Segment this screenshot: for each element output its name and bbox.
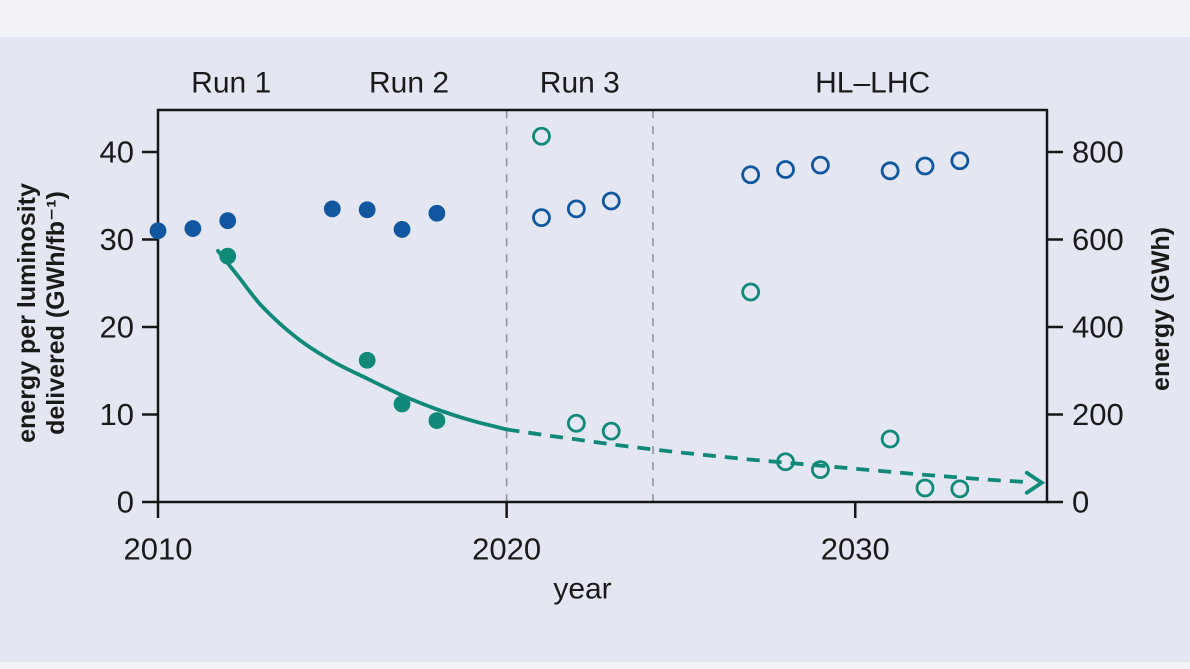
period-label-2: Run 2 (369, 67, 449, 100)
plot-border (156, 108, 1049, 504)
y-left-tick-label: 20 (100, 310, 134, 345)
data-point-blue-filled-2010 (149, 222, 167, 240)
data-point-teal-open-2033 (950, 479, 970, 499)
y-right-tick-label: 400 (1072, 310, 1124, 345)
data-point-blue-filled-2016 (358, 201, 376, 219)
data-point-blue-open-2028 (776, 160, 795, 179)
trend-curve-solid (216, 249, 509, 432)
period-label-3: Run 3 (540, 67, 620, 100)
data-point-teal-filled-2018 (428, 412, 446, 430)
data-point-teal-open-2022 (566, 413, 586, 433)
data-point-blue-open-2023 (601, 191, 621, 211)
data-point-teal-open-2029 (810, 460, 830, 480)
y-right-tick-label: 200 (1072, 397, 1124, 432)
data-point-blue-open-2031 (880, 161, 900, 181)
data-point-teal-open-2031 (880, 429, 900, 449)
data-point-blue-open-2033 (950, 151, 970, 171)
y-left-tick-label: 0 (117, 485, 134, 520)
y-left-tick-label: 30 (100, 222, 134, 257)
data-point-blue-open-2029 (810, 155, 830, 175)
data-point-blue-filled-2012 (219, 212, 237, 230)
y-left-tick-label: 10 (100, 397, 134, 432)
period-label-1: Run 1 (191, 67, 271, 100)
trend-arrowhead-icon (1024, 470, 1046, 495)
data-point-teal-open-2021 (532, 126, 551, 146)
data-point-blue-open-2021 (532, 208, 551, 228)
data-point-blue-filled-2018 (428, 204, 446, 222)
data-point-blue-open-2022 (566, 199, 586, 219)
data-point-teal-open-2028 (776, 452, 795, 472)
data-point-blue-filled-2017 (393, 221, 411, 238)
y-right-tick-label: 800 (1072, 135, 1124, 170)
data-point-teal-open-2032 (915, 478, 935, 498)
data-point-teal-filled-2017 (393, 395, 411, 413)
data-point-teal-filled-2016 (358, 351, 376, 369)
data-point-blue-filled-2015 (323, 200, 341, 218)
data-point-blue-open-2032 (915, 156, 935, 176)
period-label-4: HL–LHC (815, 67, 930, 100)
data-point-teal-open-2027 (741, 282, 761, 302)
y-left-axis-title-line2: delivered (GWh/fb⁻¹) (42, 191, 70, 435)
y-right-tick-label: 0 (1072, 485, 1089, 520)
data-point-teal-open-2023 (601, 421, 621, 441)
y-left-axis-title-line1: energy per luminosity (13, 183, 41, 443)
y-right-tick-label: 600 (1072, 222, 1124, 257)
data-point-blue-open-2027 (741, 165, 761, 185)
figure-background (0, 37, 1190, 662)
x-axis-tick-label: 2030 (821, 532, 890, 567)
data-point-blue-filled-2011 (184, 220, 202, 237)
x-axis-title: year (553, 573, 611, 606)
data-point-teal-filled-2012 (219, 247, 237, 265)
x-axis-tick-label: 2010 (124, 532, 193, 567)
y-left-tick-label: 40 (100, 135, 134, 170)
y-right-axis-title: energy (GWh) (1147, 227, 1175, 391)
trend-curve-dashed (506, 427, 1032, 485)
x-axis-tick-label: 2020 (472, 532, 541, 567)
